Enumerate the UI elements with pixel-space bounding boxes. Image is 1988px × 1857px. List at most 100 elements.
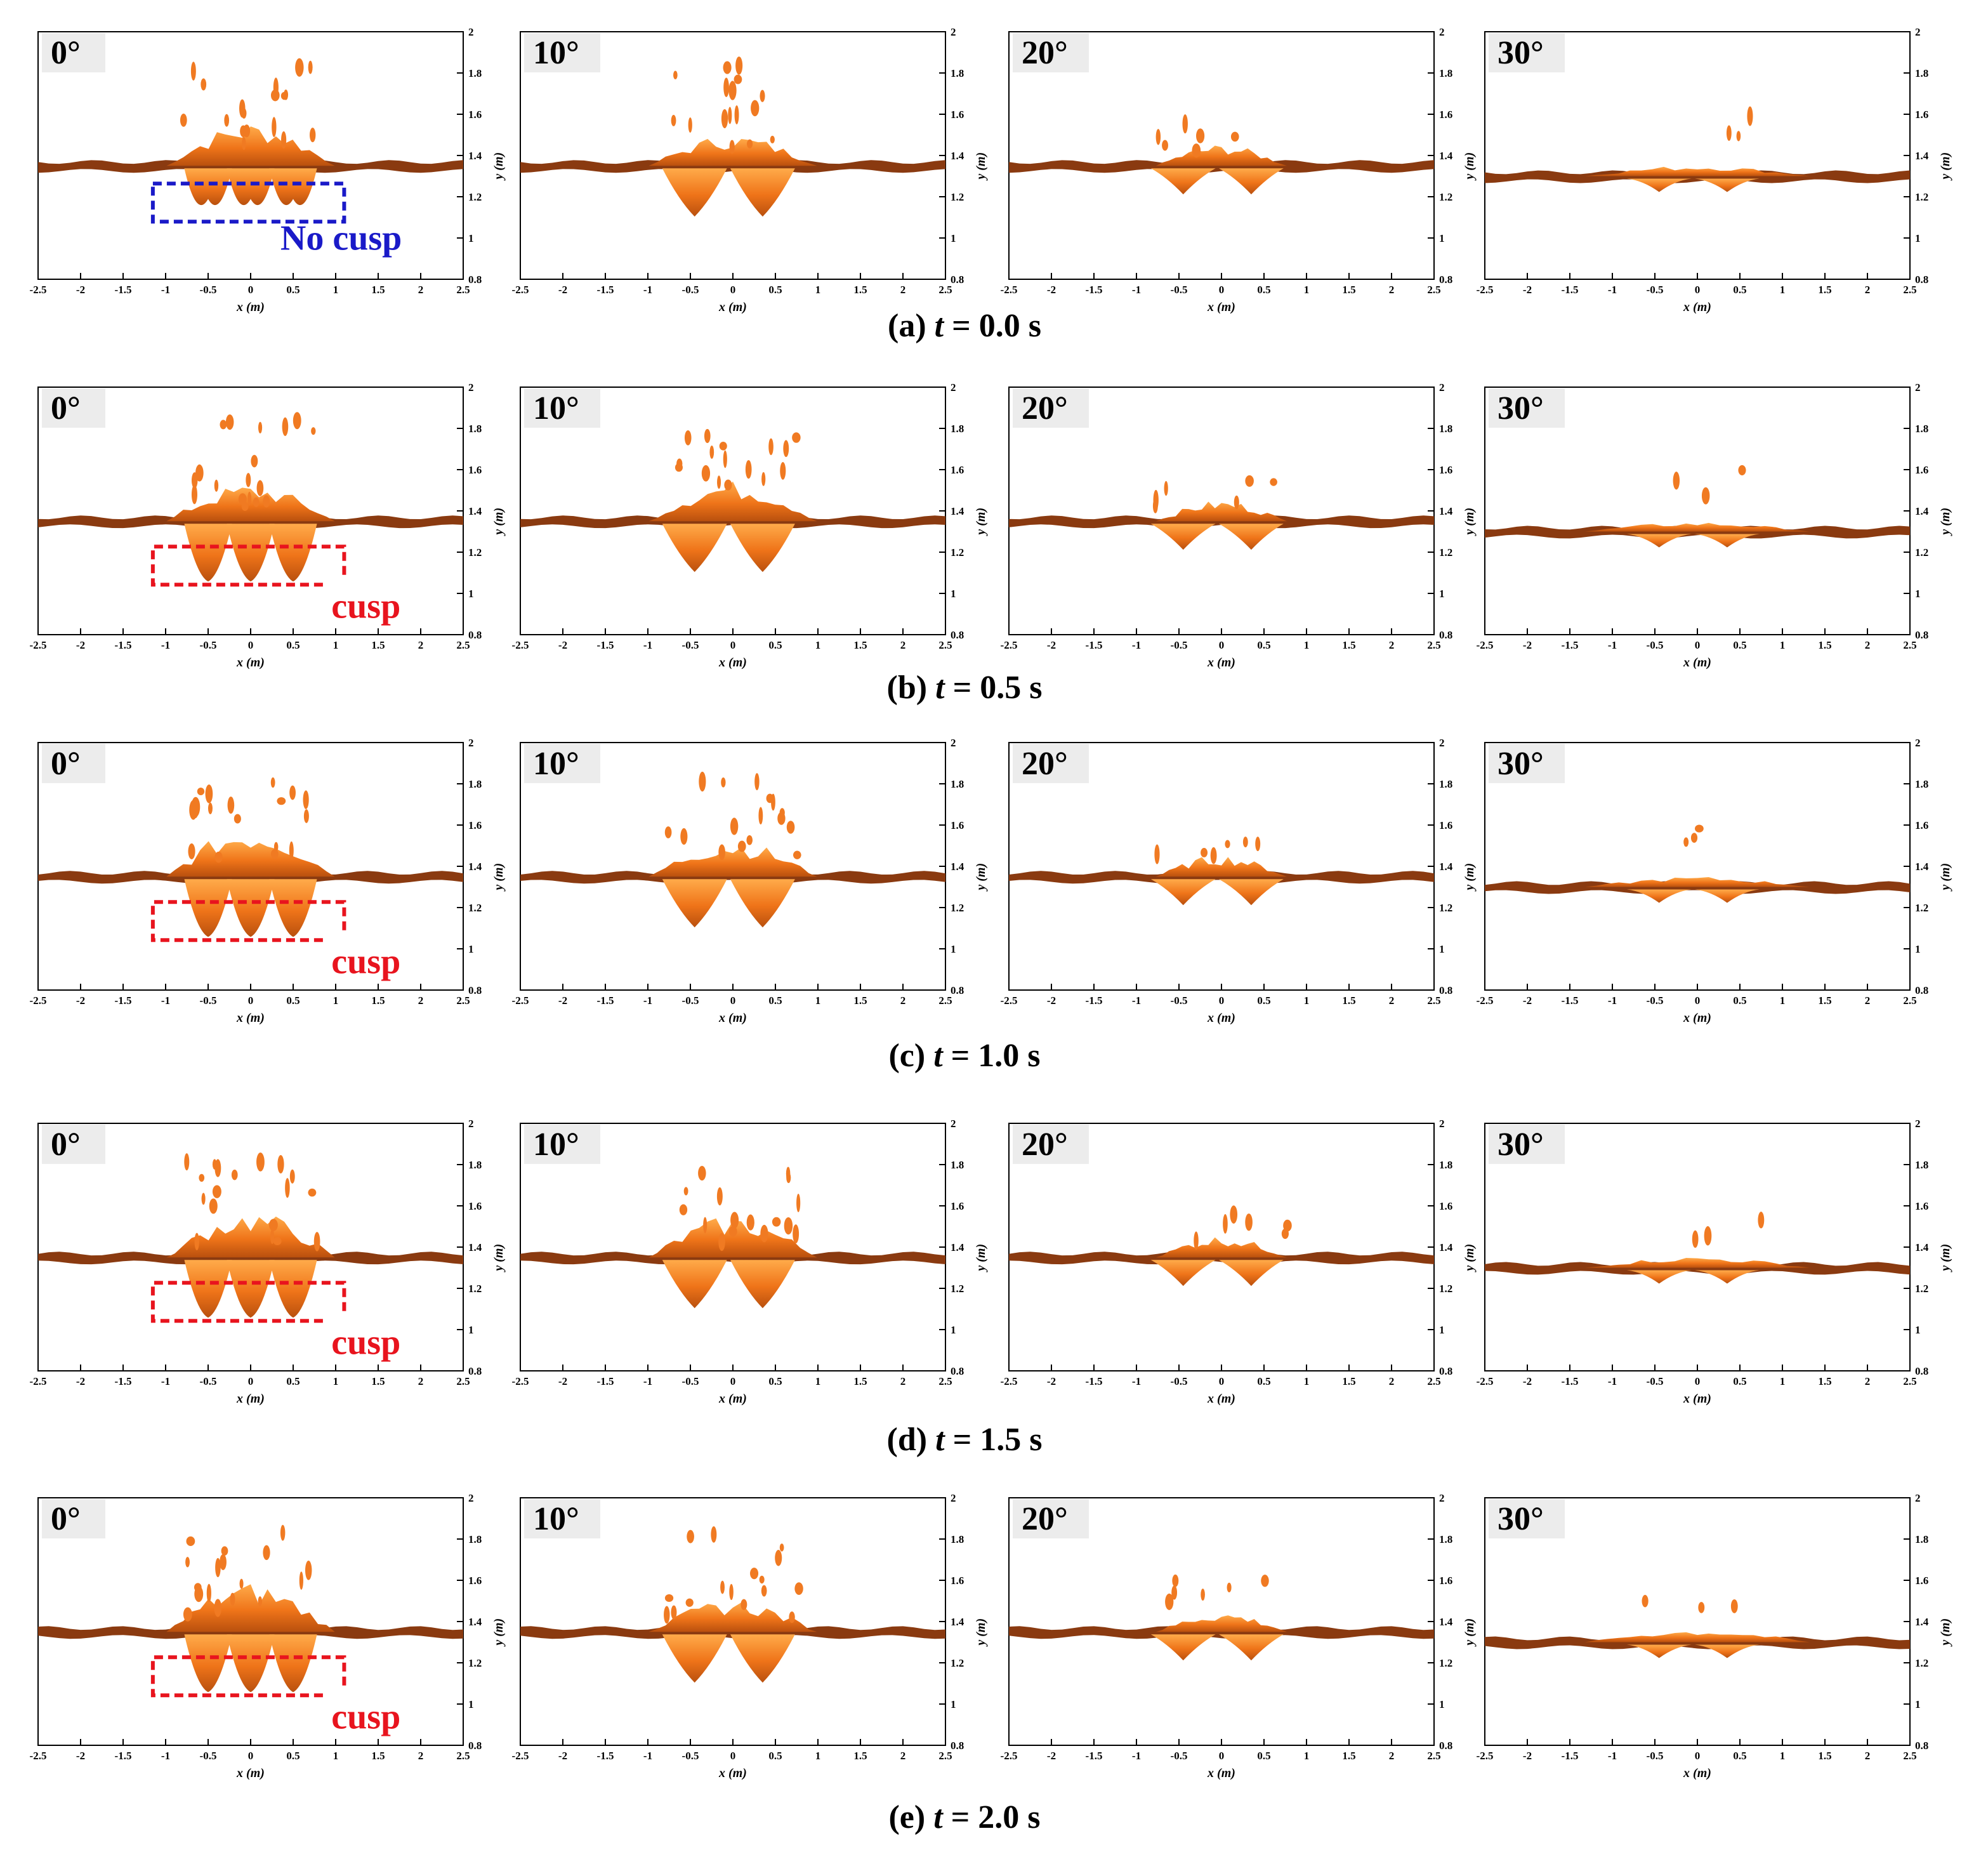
x-tick-label: 2 [1865, 1375, 1871, 1387]
y-tick-label: 1 [1439, 943, 1445, 955]
spray-droplet [750, 1568, 759, 1580]
y-tick-label: 1 [468, 1324, 474, 1336]
spray-droplet [270, 849, 279, 859]
mixing-blob [1155, 1615, 1287, 1632]
x-tick-label: -1 [643, 1375, 652, 1387]
x-tick-label: 1.5 [853, 1375, 867, 1387]
spray-droplet [701, 465, 711, 482]
interface-sheet [38, 1252, 463, 1265]
spray-droplet [214, 1599, 222, 1617]
x-tick-label: 1 [815, 284, 821, 296]
spray-droplet [1172, 1574, 1179, 1587]
y-tick-label: 0.8 [468, 274, 482, 286]
cusp-lobe [227, 524, 275, 582]
angle-label-bg [1489, 744, 1565, 783]
panel-r0-c2: -2.5 -2 -1.5 -1 -0.5 0 0.5 1 1.5 2 2.5 x (m) 0.8 1 1.2… [1001, 26, 1477, 314]
interface-isosurface [38, 1152, 463, 1318]
spray-droplet [1155, 129, 1161, 145]
spray-droplet [1201, 1589, 1205, 1601]
spray-droplet [1162, 140, 1168, 151]
y-tick-label: 1 [951, 232, 956, 244]
spray-droplet [716, 1187, 723, 1206]
spray-droplet [282, 417, 289, 436]
y-tick-label: 1.2 [1915, 1657, 1928, 1669]
x-tick-label: -1 [1608, 284, 1617, 296]
x-tick-label: 2.5 [938, 284, 952, 296]
x-tick-label: -1 [643, 1750, 652, 1762]
spray-droplet [685, 1598, 694, 1607]
x-tick-label: 2.5 [938, 639, 952, 651]
y-axis-label: y (m) [974, 1618, 988, 1647]
angle-label-bg [42, 744, 105, 783]
spray-droplet [734, 105, 739, 124]
x-tick-label: 1 [1780, 995, 1786, 1007]
x-tick-label: 1.5 [1818, 639, 1831, 651]
x-tick-label: -1.5 [115, 995, 132, 1007]
x-tick-label: 2.5 [938, 995, 952, 1007]
y-tick-label: 1.4 [1439, 1616, 1453, 1628]
cusp-lobe [1150, 168, 1216, 195]
y-tick-label: 2 [468, 26, 474, 38]
spray-droplet [687, 1530, 694, 1543]
mixing-blob [648, 847, 817, 877]
x-tick-label: -1.5 [597, 639, 614, 651]
y-axis-label: y (m) [1463, 863, 1477, 892]
spray-droplet [1270, 478, 1277, 486]
y-tick-label: 1.8 [468, 778, 482, 790]
spray-droplet [754, 773, 760, 791]
x-tick-label: 1.5 [1342, 1375, 1355, 1387]
spray-droplet [688, 117, 692, 133]
x-axis-label: x (m) [236, 1392, 265, 1406]
spray-droplet [766, 793, 774, 803]
x-tick-label: 0.5 [1257, 1375, 1270, 1387]
x-tick-label: 1 [815, 1750, 821, 1762]
x-tick-label: -2 [558, 1750, 567, 1762]
y-tick-label: 1 [1915, 1324, 1921, 1336]
spray-droplet [768, 438, 773, 456]
interface-isosurface [1009, 1574, 1434, 1661]
x-tick-label: 1 [1304, 284, 1310, 296]
x-tick-label: -1 [1132, 995, 1141, 1007]
cusp-lobe [184, 168, 232, 206]
angle-label: 10° [533, 390, 579, 426]
x-axis-label: x (m) [718, 656, 747, 670]
spray-droplet [1701, 487, 1710, 505]
interface-sheet [38, 871, 463, 884]
cusp-annotation: cusp [331, 942, 400, 981]
spray-droplet [786, 1172, 791, 1184]
y-tick-label: 0.8 [1439, 984, 1452, 996]
spray-droplet [734, 74, 742, 84]
angle-label: 10° [533, 746, 579, 782]
y-tick-label: 2 [1439, 26, 1445, 38]
x-tick-label: 1 [1780, 1750, 1786, 1762]
x-tick-label: -1.5 [1562, 1375, 1579, 1387]
x-tick-label: 1.5 [371, 1375, 385, 1387]
y-tick-label: 1.6 [1439, 464, 1452, 476]
spray-droplet [664, 1606, 670, 1624]
plot-frame [1484, 31, 1911, 280]
interface-isosurface [38, 58, 463, 206]
x-tick-label: -2 [1523, 995, 1532, 1007]
x-tick-label: -2 [76, 995, 85, 1007]
interface-sheet [520, 871, 945, 884]
spray-droplet [281, 131, 287, 149]
x-tick-label: 0 [248, 284, 254, 296]
spray-droplet [239, 1578, 244, 1589]
y-tick-label: 1 [468, 588, 474, 600]
x-tick-label: 2 [1865, 1750, 1871, 1762]
cusp-lobe [184, 1634, 232, 1693]
spray-droplet [735, 56, 743, 75]
x-tick-label: 0.5 [768, 1375, 782, 1387]
spray-droplet [671, 1605, 677, 1620]
x-tick-label: 0 [730, 639, 736, 651]
cusp-lobe [269, 168, 317, 206]
mixing-blob [1585, 1257, 1810, 1268]
x-tick-label: 1.5 [1818, 1750, 1831, 1762]
x-tick-label: 2 [418, 1375, 424, 1387]
spray-droplet [1692, 1230, 1699, 1248]
angle-label: 10° [533, 1501, 579, 1537]
x-tick-label: 2.5 [456, 1375, 470, 1387]
y-tick-label: 1.8 [1915, 1159, 1928, 1171]
cusp-lobe [269, 524, 317, 582]
spray-droplet [305, 1560, 312, 1580]
